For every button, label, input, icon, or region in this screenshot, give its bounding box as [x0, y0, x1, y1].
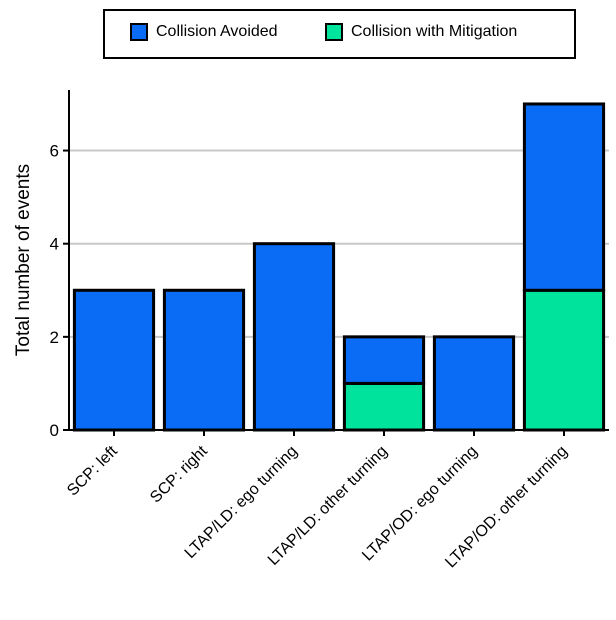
- y-axis-label: Total number of events: [13, 164, 34, 356]
- bar-3-series-1: [344, 337, 423, 384]
- bar-0-series-1: [74, 290, 153, 430]
- x-tick-label-1: SCP: right: [147, 442, 211, 506]
- bars: [74, 104, 603, 430]
- y-tick-label-0: 0: [50, 421, 59, 440]
- bar-5-series-0: [524, 290, 603, 430]
- bar-1-series-1: [164, 290, 243, 430]
- y-tick-label-2: 2: [50, 328, 59, 347]
- y-tick-labels: 0 2 4 6: [50, 142, 69, 440]
- bar-4-series-1: [434, 337, 513, 430]
- y-tick-label-4: 4: [50, 235, 59, 254]
- y-tick-label-6: 6: [50, 142, 59, 161]
- bar-2-series-1: [254, 244, 333, 430]
- bar-5-series-1: [524, 104, 603, 290]
- x-tick-label-0: SCP: left: [64, 442, 121, 499]
- bar-3-series-0: [344, 383, 423, 430]
